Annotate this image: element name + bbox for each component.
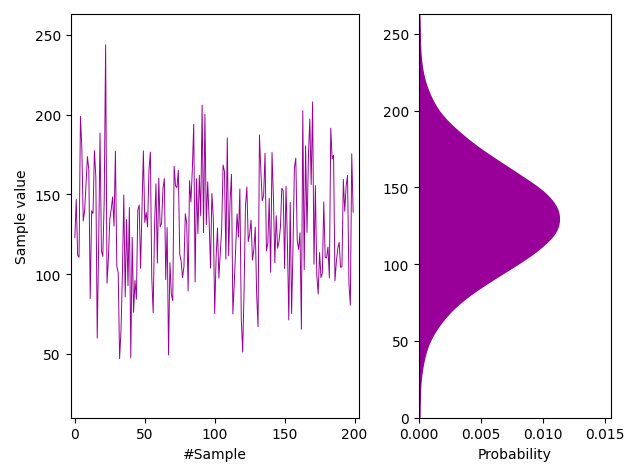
Y-axis label: Sample value: Sample value [15,169,29,264]
X-axis label: #Sample: #Sample [183,447,246,461]
X-axis label: Probability: Probability [478,447,552,461]
